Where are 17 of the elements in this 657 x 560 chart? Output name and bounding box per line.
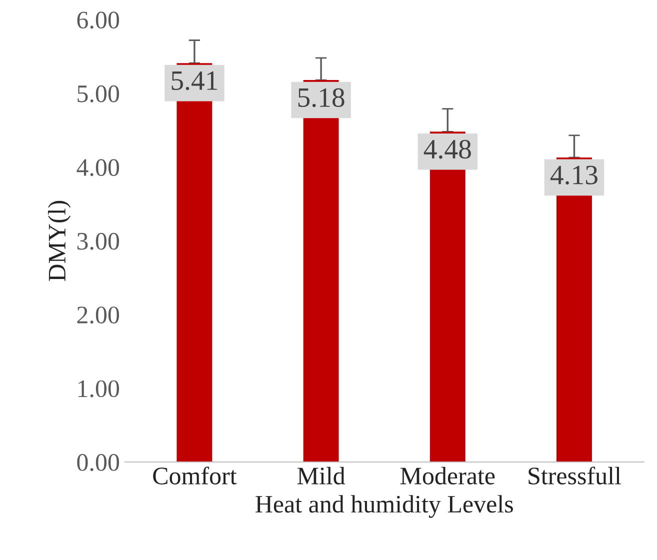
y-tick-label: 5.00 xyxy=(78,85,120,102)
x-tick-label: Stressfull xyxy=(528,466,621,484)
y-tick-label: 2.00 xyxy=(77,306,120,324)
y-tick-label: 0.00 xyxy=(77,454,120,472)
data-label: 4.13 xyxy=(550,166,598,185)
y-tick-label: 4.00 xyxy=(76,159,120,176)
data-label: 5.18 xyxy=(298,88,344,108)
y-tick-label: 6.00 xyxy=(77,12,120,29)
data-label: 4.48 xyxy=(424,140,471,159)
y-tick-label: 3.00 xyxy=(77,232,120,250)
data-label: 5.41 xyxy=(172,71,218,90)
y-axis-title: DMY(l) xyxy=(48,200,71,282)
x-tick-label: Moderate xyxy=(400,466,495,484)
y-tick-label: 1.00 xyxy=(78,380,120,398)
x-tick-label: Mild xyxy=(297,466,346,484)
x-axis-title: Heat and humidity Levels xyxy=(256,495,513,518)
x-tick-label: Comfort xyxy=(153,466,237,484)
